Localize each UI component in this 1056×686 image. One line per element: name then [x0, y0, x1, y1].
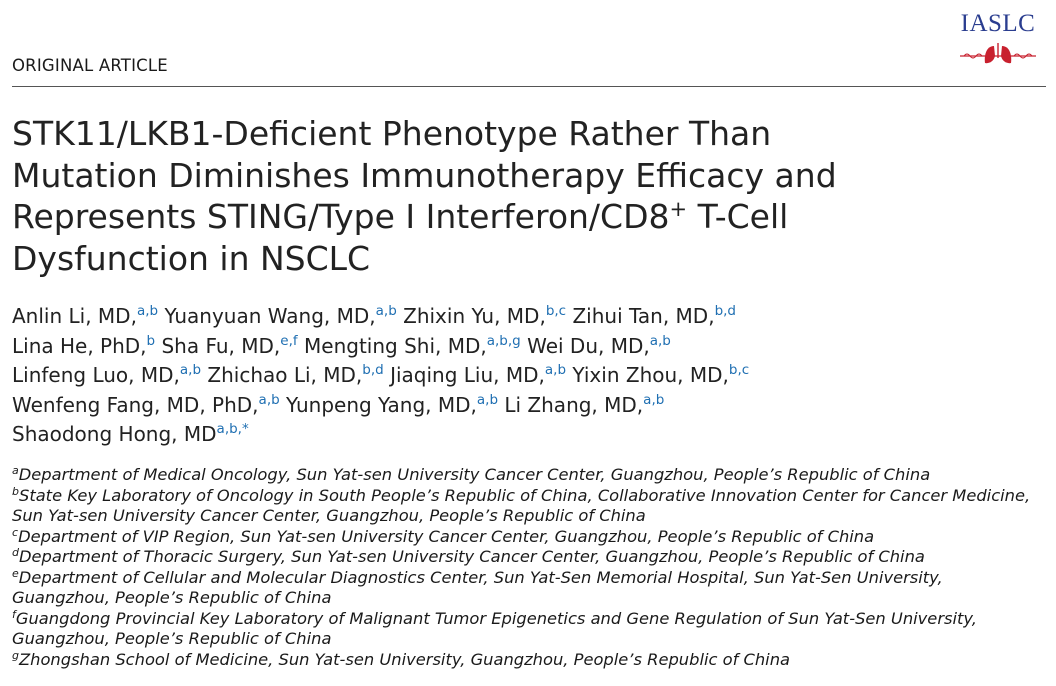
title-line-4: Dysfunction in NSCLC — [12, 238, 371, 278]
affiliation: fGuangdong Provincial Key Laboratory of … — [12, 607, 977, 649]
author: Li Zhang, MD,a,b — [504, 391, 665, 417]
affiliation: gZhongshan School of Medicine, Sun Yat-s… — [12, 648, 790, 669]
author-list: Anlin Li, MD,a,b Yuanyuan Wang, MD,a,b Z… — [12, 302, 1012, 450]
article-type: ORIGINAL ARTICLE — [12, 56, 168, 75]
title-line-2: Mutation Diminishes Immunotherapy Effica… — [12, 155, 837, 195]
affiliation: bState Key Laboratory of Oncology in Sou… — [12, 484, 1031, 526]
logo-text: IASLC — [960, 10, 1036, 37]
affiliation: dDepartment of Thoracic Surgery, Sun Yat… — [12, 546, 925, 566]
author: Mengting Shi, MD,a,b,g — [304, 332, 521, 358]
author: Zhichao Li, MD,b,d — [207, 362, 384, 387]
author: Yunpeng Yang, MD,a,b — [286, 391, 499, 417]
header-divider — [12, 86, 1046, 87]
affiliation: eDepartment of Cellular and Molecular Di… — [12, 566, 943, 608]
author: Jiaqing Liu, MD,a,b — [390, 362, 567, 387]
affiliation: cDepartment of VIP Region, Sun Yat-sen U… — [12, 525, 875, 546]
author: Sha Fu, MD,e,f — [161, 332, 298, 358]
author: Yuanyuan Wang, MD,a,b — [164, 303, 397, 328]
iaslc-logo: IASLC — [952, 10, 1044, 80]
lungs-caduceus-icon — [960, 43, 1036, 64]
author: Lina He, PhD,b — [12, 332, 156, 358]
author: Yixin Zhou, MD,b,c — [572, 362, 750, 387]
title-line-1: STK11/LKB1-Deficient Phenotype Rather Th… — [12, 114, 772, 153]
author: Anlin Li, MD,a,b — [12, 303, 159, 328]
author: Linfeng Luo, MD,a,b — [12, 362, 202, 387]
author: Wenfeng Fang, MD, PhD,a,b — [12, 391, 280, 417]
author: Wei Du, MD,a,b — [527, 332, 671, 358]
author: Zhixin Yu, MD,b,c — [403, 303, 567, 328]
author: Zihui Tan, MD,b,d — [572, 303, 736, 328]
corresponding-author: Shaodong Hong, MDa,b,* — [12, 421, 249, 446]
title-line-3: Represents STING/Type I Interferon/CD8+ … — [12, 197, 789, 236]
article-title: STK11/LKB1-Deficient Phenotype Rather Th… — [12, 113, 972, 279]
affiliation: aDepartment of Medical Oncology, Sun Yat… — [12, 464, 931, 484]
affiliation-list: aDepartment of Medical Oncology, Sun Yat… — [12, 465, 1042, 670]
